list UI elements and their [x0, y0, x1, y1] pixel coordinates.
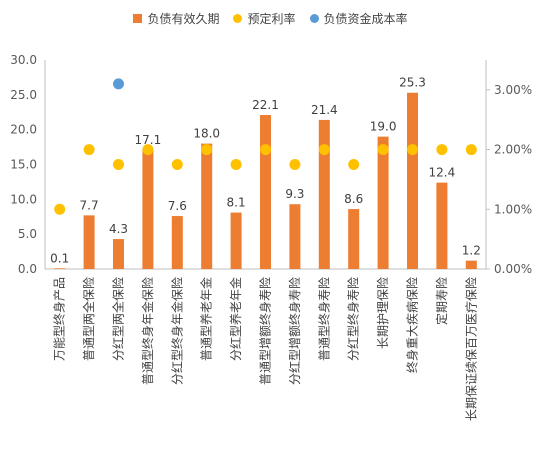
- bar-data-label: 7.7: [80, 198, 99, 212]
- rate-point: [377, 144, 389, 156]
- x-category-label: 万能型终身产品: [52, 277, 67, 361]
- x-category-label: 普通型终身年金保险: [140, 277, 155, 385]
- rate-point: [260, 144, 271, 156]
- bar-data-label: 22.1: [252, 98, 279, 112]
- bar: [142, 149, 154, 269]
- legend-dot-swatch-rate: [233, 14, 243, 23]
- rate-point: [142, 144, 154, 156]
- left-tick-label: 25.0: [10, 88, 37, 102]
- legend-item-duration: 负债有效久期: [133, 10, 219, 27]
- legend-bar-swatch: [133, 14, 143, 23]
- left-tick-label: 0.0: [18, 262, 37, 276]
- bar: [407, 92, 418, 269]
- x-category-label: 普通型两全保险: [81, 277, 96, 361]
- right-tick-label: 3.00%: [494, 83, 532, 97]
- x-category-label: 分红型终身年金保险: [169, 277, 184, 385]
- bar: [348, 209, 360, 269]
- bar-data-label: 21.4: [311, 103, 338, 117]
- rate-point: [289, 159, 301, 170]
- bar-data-label: 7.6: [168, 199, 187, 213]
- bar-data-label: 8.6: [344, 192, 363, 206]
- x-category-label: 长期护理保险: [375, 277, 390, 349]
- rate-point: [113, 159, 124, 170]
- bar: [436, 182, 448, 269]
- legend-item-rate: 预定利率: [233, 10, 296, 27]
- bar-data-label: 0.1: [50, 251, 69, 265]
- legend-item-cost: 负债资金成本率: [309, 10, 408, 27]
- bar: [318, 119, 330, 269]
- x-category-label: 长期保证续保百万医疗保险: [463, 277, 478, 421]
- bar-data-label: 18.0: [193, 127, 220, 141]
- left-tick-label: 15.0: [10, 158, 37, 172]
- bar: [230, 212, 242, 269]
- bar-data-label: 12.4: [429, 166, 456, 180]
- bar: [465, 260, 477, 269]
- rate-point: [318, 144, 330, 156]
- bar-data-label: 25.3: [399, 76, 426, 90]
- cost-point: [113, 78, 124, 90]
- left-tick-label: 5.0: [18, 227, 37, 241]
- bar: [83, 215, 95, 269]
- x-category-label: 分红型增额终身寿险: [287, 277, 302, 385]
- x-category-label: 普通型增额终身寿险: [258, 277, 273, 385]
- legend-label-duration: 负债有效久期: [147, 12, 220, 26]
- right-tick-label: 2.00%: [494, 143, 532, 157]
- x-category-label: 分红型两全保险: [111, 277, 126, 361]
- rate-point: [407, 144, 418, 156]
- bar: [377, 136, 389, 269]
- bar-data-label: 17.1: [135, 133, 162, 147]
- rate-point: [348, 159, 360, 170]
- x-category-label: 终身重大疾病保险: [405, 277, 420, 373]
- x-category-label: 普通型养老年金: [199, 277, 214, 361]
- bar: [201, 143, 213, 269]
- legend-label-rate: 预定利率: [247, 12, 296, 26]
- bar: [171, 216, 183, 269]
- bar-data-label: 4.3: [109, 222, 128, 236]
- rate-point: [465, 144, 477, 156]
- right-tick-label: 0.00%: [494, 262, 532, 276]
- rate-point: [230, 159, 242, 170]
- legend: 负债有效久期 预定利率 负债资金成本率: [0, 10, 541, 27]
- rate-point: [436, 144, 448, 156]
- bar: [260, 115, 271, 269]
- bar-data-label: 8.1: [227, 196, 246, 210]
- left-tick-label: 10.0: [10, 192, 37, 206]
- rate-point: [171, 159, 183, 170]
- right-tick-label: 1.00%: [494, 202, 532, 216]
- x-category-label: 分红型终身寿险: [346, 277, 361, 361]
- left-tick-label: 20.0: [10, 123, 37, 137]
- x-category-label: 分红型养老年金: [228, 277, 243, 361]
- x-category-label: 普通型终身寿险: [316, 277, 331, 361]
- left-tick-label: 30.0: [10, 53, 37, 67]
- rate-point: [54, 203, 66, 215]
- rate-point: [201, 144, 213, 156]
- bar: [113, 239, 124, 269]
- bar: [54, 268, 66, 269]
- bar: [289, 204, 301, 269]
- bar-data-label: 1.2: [462, 244, 481, 258]
- x-category-label: 定期寿险: [434, 277, 449, 325]
- bar-data-label: 19.0: [370, 120, 397, 134]
- bar-data-label: 9.3: [285, 187, 304, 201]
- legend-dot-swatch-cost: [309, 14, 319, 23]
- rate-point: [83, 144, 95, 156]
- legend-label-cost: 负债资金成本率: [323, 12, 408, 26]
